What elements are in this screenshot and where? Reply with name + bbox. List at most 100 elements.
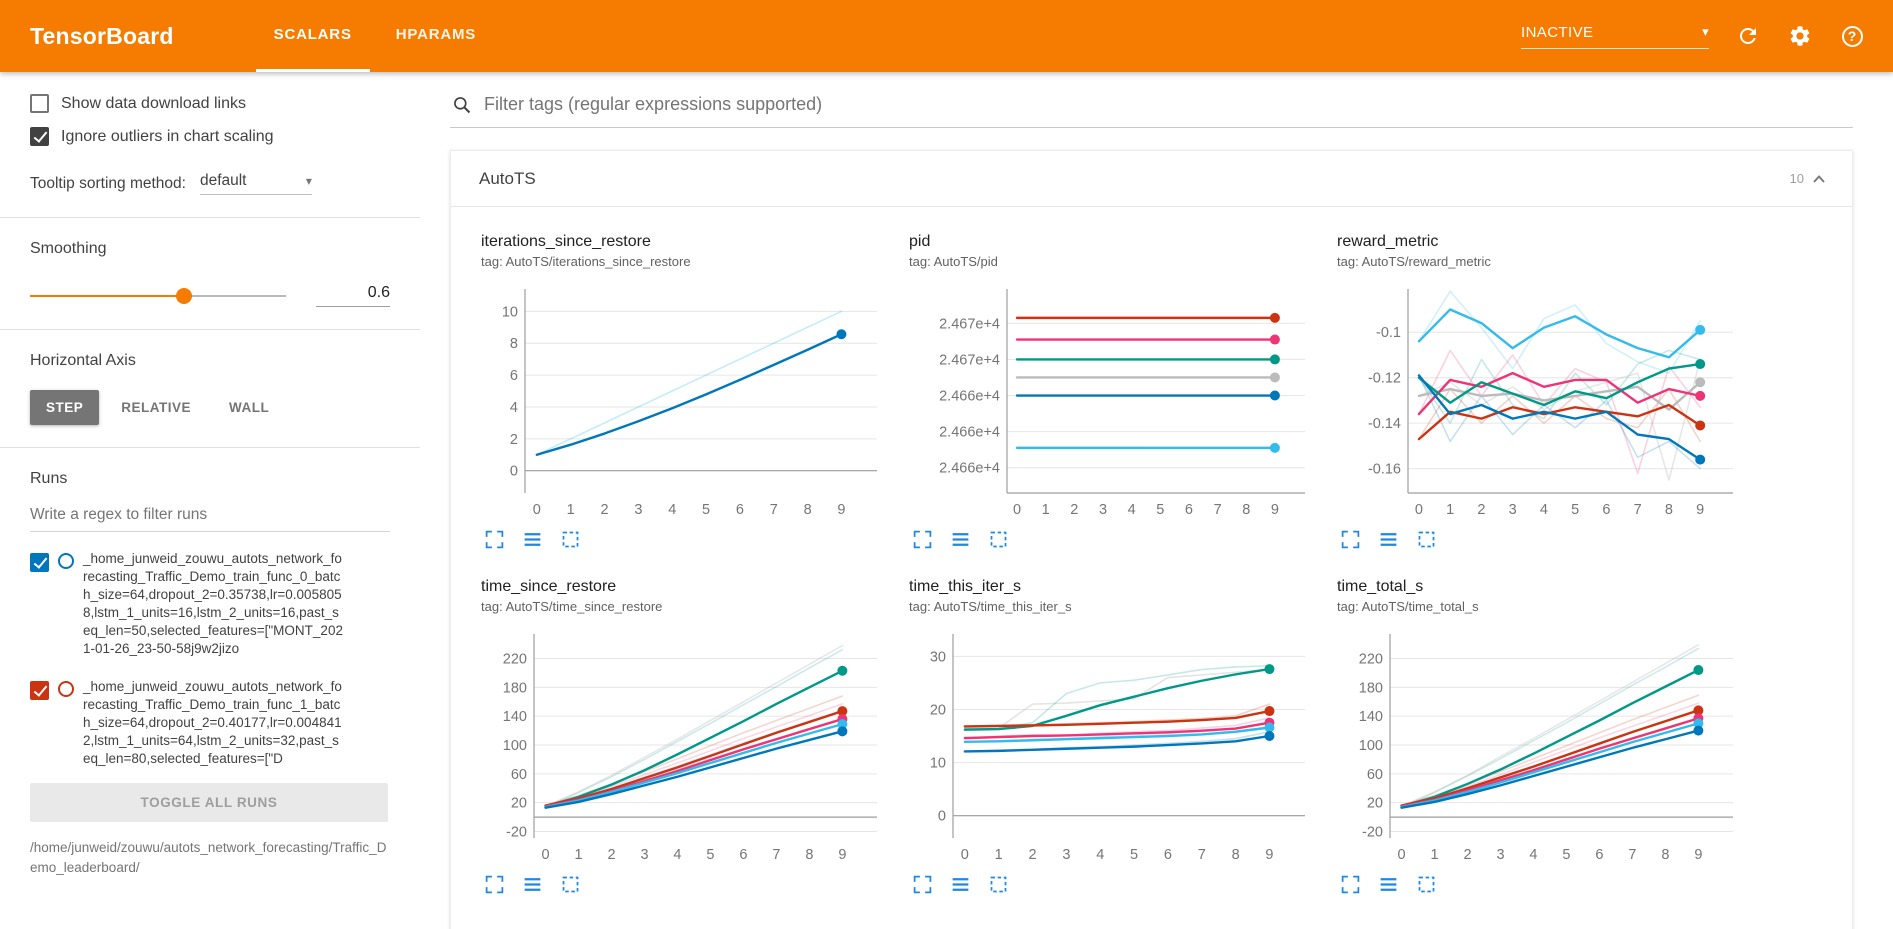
svg-text:7: 7: [1198, 847, 1206, 863]
svg-text:6: 6: [1602, 502, 1610, 518]
line-chart[interactable]: 220 180 140 100 60 20 -20 0 1 2 3 4 5 6 7 8 9: [1337, 622, 1741, 872]
autots-card: AutoTS 10 iterations_since_restore tag: …: [450, 150, 1853, 929]
run-item[interactable]: _home_junweid_zouwu_autots_network_forec…: [30, 550, 390, 658]
svg-text:9: 9: [1694, 847, 1702, 863]
refresh-icon[interactable]: [1735, 23, 1761, 49]
runs-filter-input[interactable]: [30, 498, 390, 532]
smoothing-value[interactable]: 0.6: [316, 284, 390, 307]
svg-text:10: 10: [930, 756, 946, 772]
axis-wall-button[interactable]: WALL: [229, 400, 270, 415]
expand-chart-icon[interactable]: [484, 529, 505, 550]
card-title: AutoTS: [479, 168, 536, 188]
svg-text:2.466e+4: 2.466e+4: [939, 389, 1000, 405]
fit-domain-icon[interactable]: [988, 874, 1009, 895]
search-icon: [454, 96, 471, 113]
svg-text:20: 20: [511, 796, 527, 812]
svg-text:-0.16: -0.16: [1368, 462, 1401, 478]
line-chart[interactable]: 30 20 10 0 0 1 2 3 4 5 6 7 8 9: [909, 622, 1313, 872]
tab-scalars[interactable]: SCALARS: [255, 0, 370, 72]
help-icon[interactable]: ?: [1839, 23, 1865, 49]
chevron-down-icon: ▾: [1702, 24, 1709, 39]
chart-title: time_this_iter_s: [909, 578, 1022, 595]
smoothing-slider-thumb[interactable]: [175, 287, 192, 304]
svg-text:9: 9: [838, 847, 846, 863]
line-chart[interactable]: 0 2 4 6 8 10 0 1 2 3 4 5 6 7 8 9: [481, 277, 885, 527]
app-logo: TensorBoard: [30, 22, 174, 49]
svg-text:3: 3: [1496, 847, 1504, 863]
svg-text:4: 4: [1128, 502, 1136, 518]
chevron-up-icon: [1813, 174, 1825, 183]
settings-gear-icon[interactable]: [1787, 23, 1813, 49]
svg-text:8: 8: [1661, 847, 1669, 863]
horizontal-axis-label: Horizontal Axis: [30, 352, 136, 369]
show-download-links-row[interactable]: Show data download links: [30, 94, 390, 113]
chart-toolbar: [909, 529, 1313, 550]
svg-text:9: 9: [1271, 502, 1279, 518]
svg-text:4: 4: [1096, 847, 1104, 863]
svg-text:3: 3: [634, 502, 642, 518]
svg-text:-20: -20: [1362, 825, 1383, 841]
svg-text:100: 100: [1359, 738, 1383, 754]
ignore-outliers-row[interactable]: Ignore outliers in chart scaling: [30, 127, 390, 146]
run-item[interactable]: _home_junweid_zouwu_autots_network_forec…: [30, 678, 390, 768]
line-chart[interactable]: 2.467e+4 2.467e+4 2.466e+4 2.466e+4 2.466e+4…: [909, 277, 1313, 527]
chart-module-time-total-s: time_total_s tag: AutoTS/time_total_s 22…: [1337, 578, 1741, 895]
data-table-icon[interactable]: [522, 874, 543, 895]
line-chart[interactable]: 220 180 140 100 60 20 -20 0 1 2 3 4 5 6 7 8 9: [481, 622, 885, 872]
svg-text:2: 2: [1028, 847, 1036, 863]
svg-text:0: 0: [938, 809, 946, 825]
card-collapse-control[interactable]: 10: [1790, 171, 1826, 186]
fit-domain-icon[interactable]: [560, 874, 581, 895]
toggle-all-runs-button[interactable]: TOGGLE ALL RUNS: [30, 783, 388, 823]
tag-filter-input[interactable]: [484, 94, 1851, 115]
data-table-icon[interactable]: [522, 529, 543, 550]
header-actions: INACTIVE ▾ ?: [1521, 23, 1865, 49]
tooltip-sorting-dropdown[interactable]: default ▾: [199, 172, 312, 195]
chart-toolbar: [1337, 874, 1741, 895]
svg-text:1: 1: [1430, 847, 1438, 863]
fit-domain-icon[interactable]: [1416, 529, 1437, 550]
help-question-mark: ?: [1841, 25, 1863, 47]
data-table-icon[interactable]: [1378, 529, 1399, 550]
data-table-icon[interactable]: [1378, 874, 1399, 895]
svg-text:4: 4: [1540, 502, 1548, 518]
fit-domain-icon[interactable]: [560, 529, 581, 550]
svg-text:4: 4: [673, 847, 681, 863]
axis-relative-button[interactable]: RELATIVE: [121, 400, 192, 415]
run-radio[interactable]: [58, 680, 74, 697]
fit-domain-icon[interactable]: [988, 529, 1009, 550]
expand-chart-icon[interactable]: [484, 874, 505, 895]
svg-text:10: 10: [502, 304, 518, 320]
status-dropdown[interactable]: INACTIVE ▾: [1521, 24, 1709, 49]
run-radio[interactable]: [58, 553, 74, 569]
run-checkbox[interactable]: [30, 680, 49, 700]
data-table-icon[interactable]: [950, 874, 971, 895]
show-download-links-checkbox[interactable]: [30, 94, 49, 113]
autots-card-header[interactable]: AutoTS 10: [451, 151, 1852, 207]
expand-chart-icon[interactable]: [1340, 874, 1361, 895]
expand-chart-icon[interactable]: [912, 874, 933, 895]
ignore-outliers-checkbox[interactable]: [30, 127, 49, 146]
svg-text:2: 2: [1477, 502, 1485, 518]
svg-text:6: 6: [1185, 502, 1193, 518]
svg-text:20: 20: [930, 702, 946, 718]
fit-domain-icon[interactable]: [1416, 874, 1437, 895]
expand-chart-icon[interactable]: [912, 529, 933, 550]
tab-hparams[interactable]: HPARAMS: [395, 26, 477, 43]
chart-tag: tag: AutoTS/time_total_s: [1337, 599, 1479, 614]
svg-text:8: 8: [1665, 502, 1673, 518]
svg-text:1: 1: [995, 847, 1003, 863]
run-checkbox[interactable]: [30, 553, 49, 572]
svg-text:20: 20: [1367, 796, 1383, 812]
divider: [0, 447, 420, 448]
ignore-outliers-label: Ignore outliers in chart scaling: [61, 127, 274, 145]
card-chart-count: 10: [1789, 171, 1804, 186]
svg-text:8: 8: [804, 502, 812, 518]
svg-text:9: 9: [1696, 502, 1704, 518]
svg-text:8: 8: [510, 336, 518, 352]
axis-step-button[interactable]: STEP: [30, 390, 100, 425]
line-chart[interactable]: -0.1 -0.12 -0.14 -0.16 0 1 2 3 4 5 6 7 8 9: [1337, 277, 1741, 527]
expand-chart-icon[interactable]: [1340, 529, 1361, 550]
data-table-icon[interactable]: [950, 529, 971, 550]
smoothing-slider[interactable]: [30, 287, 286, 304]
